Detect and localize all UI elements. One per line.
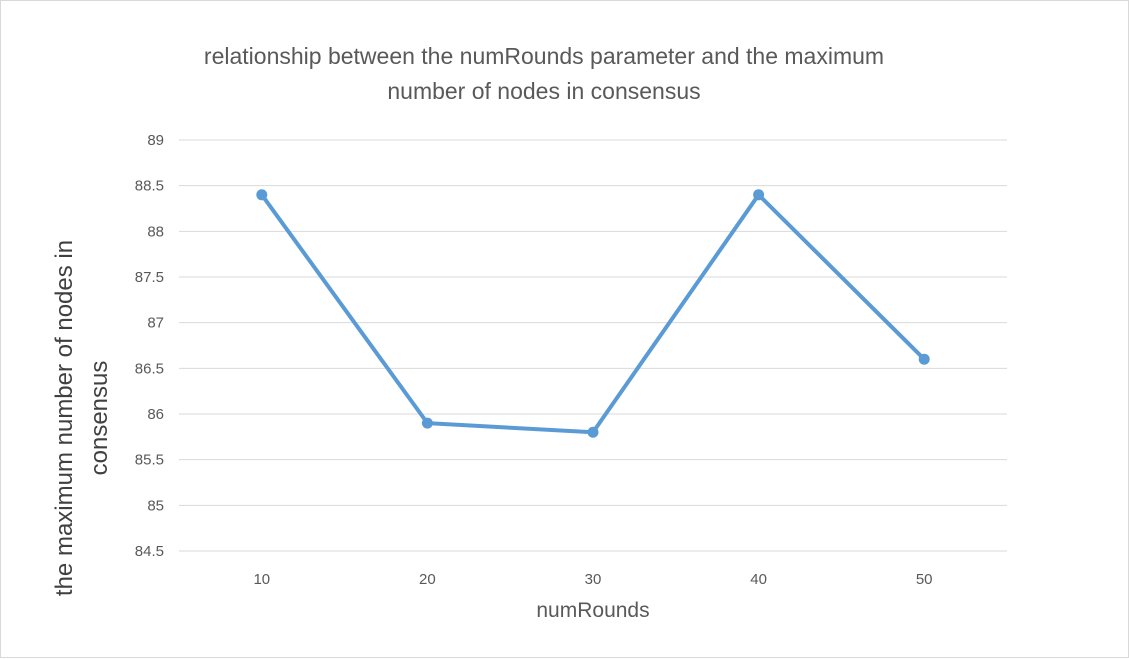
data-point — [421, 417, 433, 429]
chart-title-line-1: relationship between the numRounds param… — [204, 43, 884, 69]
chart-title-line-2: number of nodes in consensus — [387, 78, 700, 104]
data-point — [753, 189, 765, 201]
y-tick-label: 88 — [147, 223, 164, 240]
data-series — [256, 189, 930, 438]
series-line — [259, 192, 927, 435]
x-tick-label: 50 — [916, 571, 933, 588]
y-tick-label: 84.5 — [135, 543, 164, 560]
x-axis-title: numRounds — [536, 599, 649, 622]
y-tick-label: 87 — [147, 315, 164, 332]
y-tick-label: 85 — [147, 497, 164, 514]
x-tick-label: 10 — [253, 571, 270, 588]
y-tick-label: 86 — [147, 406, 164, 423]
y-tick-label: 86.5 — [135, 360, 164, 377]
y-axis-title: the maximum number of nodes in consensus — [51, 240, 113, 596]
x-tick-label: 40 — [750, 571, 767, 588]
x-axis-ticks: 10 20 30 40 50 — [253, 571, 932, 588]
gridlines — [179, 139, 1007, 552]
data-point — [587, 426, 599, 438]
y-axis-title-line-2: consensus — [86, 361, 113, 476]
y-tick-label: 85.5 — [135, 452, 164, 469]
y-tick-label: 89 — [147, 132, 164, 149]
x-tick-label: 30 — [585, 571, 602, 588]
data-point — [918, 353, 930, 365]
x-tick-label: 20 — [419, 571, 436, 588]
y-tick-label: 87.5 — [135, 269, 164, 286]
y-axis-ticks: 84.5 85 85.5 86 86.5 87 87.5 88 88.5 89 — [135, 132, 164, 560]
y-axis-title-line-1: the maximum number of nodes in — [51, 240, 78, 596]
data-point — [256, 189, 268, 201]
y-tick-label: 88.5 — [135, 178, 164, 195]
